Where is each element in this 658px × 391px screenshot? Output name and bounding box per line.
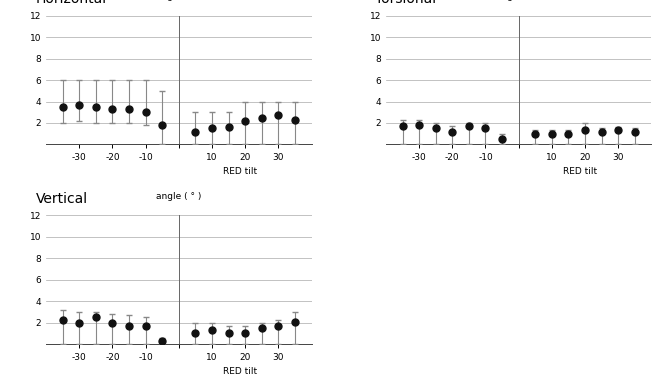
Text: Horizontal: Horizontal xyxy=(36,0,107,7)
Text: Torsional: Torsional xyxy=(375,0,436,7)
Text: angle ( ° ): angle ( ° ) xyxy=(496,0,542,2)
Text: RED tilt: RED tilt xyxy=(563,167,597,176)
Text: angle ( ° ): angle ( ° ) xyxy=(156,192,201,201)
Text: angle ( ° ): angle ( ° ) xyxy=(156,0,201,2)
Text: RED tilt: RED tilt xyxy=(223,167,257,176)
Text: Vertical: Vertical xyxy=(36,192,88,206)
Text: RED tilt: RED tilt xyxy=(223,367,257,376)
